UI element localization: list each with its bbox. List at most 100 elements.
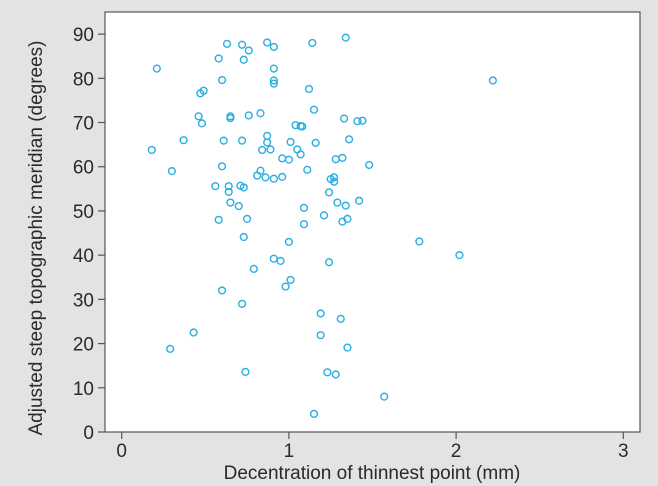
scatter-point	[222, 39, 232, 48]
scatter-point	[211, 182, 220, 191]
scatter-point	[269, 64, 278, 73]
scatter-point	[281, 282, 290, 291]
y-tick-label: 20	[73, 335, 94, 356]
scatter-point	[284, 237, 294, 246]
scatter-point	[256, 109, 265, 118]
scatter-point	[341, 201, 350, 210]
scatter-point	[219, 136, 228, 145]
scatter-point	[217, 162, 227, 171]
scatter-point	[304, 84, 314, 94]
scatter-point	[243, 214, 252, 224]
y-tick-label: 60	[73, 158, 94, 179]
scatter-point	[217, 75, 227, 85]
scatter-point	[276, 256, 285, 266]
scatter-point	[455, 251, 464, 260]
scatter-point	[269, 174, 278, 183]
scatter-point	[286, 275, 295, 285]
y-tick-label: 10	[73, 379, 94, 400]
scatter-point	[299, 203, 309, 212]
x-tick-label: 3	[618, 441, 629, 462]
scatter-point	[324, 258, 334, 267]
scatter-point	[329, 177, 339, 186]
data-points	[147, 33, 497, 418]
scatter-point	[197, 119, 207, 128]
scatter-point	[167, 167, 176, 176]
scatter-point	[333, 198, 342, 207]
scatter-point	[214, 54, 223, 63]
scatter-point	[226, 114, 235, 123]
x-tick-label: 0	[116, 441, 127, 462]
scatter-point	[258, 145, 267, 155]
scatter-point	[199, 86, 208, 95]
scatter-point	[298, 122, 307, 131]
scatter-point	[296, 150, 305, 159]
scatter-point	[309, 409, 319, 418]
y-axis-label: Adjusted steep topographic meridian (deg…	[26, 40, 47, 435]
scatter-point	[261, 173, 270, 182]
scatter-point	[488, 76, 497, 85]
y-tick-label: 30	[73, 290, 94, 311]
scatter-point	[224, 187, 233, 197]
scatter-point	[166, 344, 175, 353]
scatter-point	[380, 392, 389, 401]
scatter-point	[286, 137, 295, 147]
y-tick-label: 50	[73, 202, 94, 223]
scatter-point	[237, 40, 247, 49]
scatter-point	[331, 370, 340, 379]
scatter-point	[234, 201, 243, 211]
scatter-point	[339, 114, 349, 123]
scatter-point	[358, 116, 367, 125]
y-tick-label: 0	[83, 423, 94, 444]
y-tick-label: 90	[73, 25, 94, 46]
scatter-point	[194, 112, 203, 121]
scatter-point	[239, 55, 248, 64]
scatter-point	[217, 286, 227, 295]
scatter-point	[336, 314, 345, 323]
scatter-point	[269, 42, 278, 52]
scatter-point	[189, 328, 198, 337]
scatter-point	[309, 105, 319, 114]
scatter-point	[308, 38, 317, 48]
scatter-point	[341, 33, 350, 42]
scatter-point	[415, 237, 424, 246]
scatter-point	[343, 214, 352, 224]
scatter-point	[316, 331, 325, 340]
x-axis: 0 1 2 3	[116, 432, 629, 462]
scatter-point	[269, 79, 278, 88]
scatter-point	[338, 153, 347, 162]
scatter-point	[239, 232, 248, 242]
scatter-point	[253, 171, 262, 180]
plot-area	[104, 11, 641, 433]
scatter-point	[316, 309, 325, 318]
scatter-point	[249, 264, 258, 273]
scatter-point	[244, 46, 253, 55]
scatter-point	[236, 181, 245, 190]
scatter-point	[226, 198, 235, 207]
scatter-point	[323, 368, 332, 377]
scatter-point	[266, 145, 275, 154]
scatter-point	[299, 220, 309, 229]
scatter-point	[241, 367, 250, 376]
scatter-point	[224, 182, 233, 191]
scatter-point	[244, 111, 253, 120]
scatter-point	[147, 145, 156, 155]
scatter-point	[263, 131, 272, 140]
scatter-point	[355, 196, 364, 205]
y-tick-label: 80	[73, 69, 94, 90]
scatter-point	[365, 160, 374, 170]
scatter-point	[324, 188, 334, 197]
scatter-point	[214, 215, 223, 224]
scatter-point	[319, 211, 329, 220]
scatter-point	[344, 135, 354, 144]
scatter-point	[343, 343, 352, 352]
x-tick-label: 2	[451, 441, 462, 462]
x-tick-label: 1	[284, 441, 295, 462]
scatter-point	[284, 155, 294, 164]
scatter-point	[237, 136, 247, 145]
y-axis: 0 10 20 30 40 50 60 70 80 90	[73, 25, 105, 444]
scatter-point	[179, 136, 188, 145]
scatter-point	[152, 64, 161, 73]
scatter-point	[237, 299, 247, 308]
scatter-point	[303, 165, 312, 174]
